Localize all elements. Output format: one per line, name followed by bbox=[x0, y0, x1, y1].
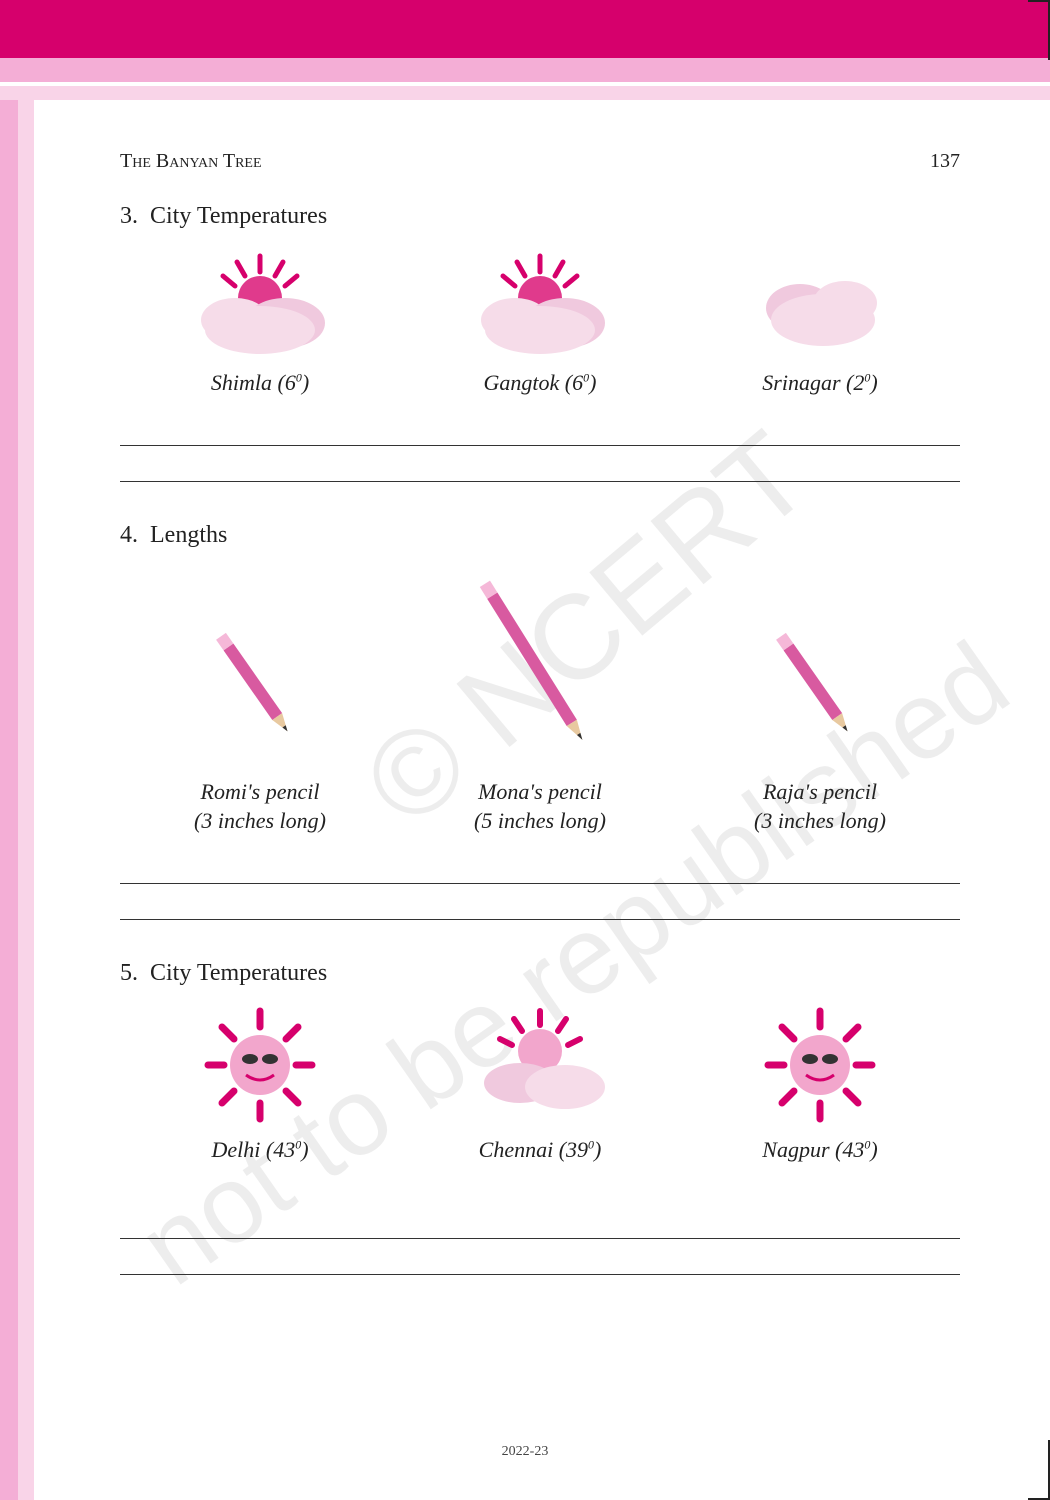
cloud-icon bbox=[735, 248, 905, 358]
pencil-caption: Raja's pencil (3 inches long) bbox=[680, 777, 960, 836]
pencil-caption: Romi's pencil (3 inches long) bbox=[120, 777, 400, 836]
weather-caption: Shimla (60) bbox=[120, 368, 400, 398]
weather-cell: Shimla (60) bbox=[120, 248, 400, 398]
running-header: The Banyan Tree 137 bbox=[120, 150, 960, 173]
weather-cell: Srinagar (20) bbox=[680, 248, 960, 398]
section-5-heading: 5. City Temperatures bbox=[120, 960, 960, 987]
crop-mark-top-right bbox=[1030, 0, 1050, 60]
footer-year: 2022-23 bbox=[0, 1444, 1050, 1460]
answer-line[interactable] bbox=[120, 452, 960, 482]
header-band-dark bbox=[0, 0, 1050, 58]
weather-caption: Gangtok (60) bbox=[400, 368, 680, 398]
section-3-heading: 3. City Temperatures bbox=[120, 203, 960, 230]
weather-caption: Nagpur (430) bbox=[680, 1135, 960, 1165]
book-title: The Banyan Tree bbox=[120, 150, 262, 173]
answer-line[interactable] bbox=[120, 416, 960, 446]
pencil-short-icon bbox=[190, 597, 330, 767]
header-band-mid bbox=[0, 58, 1050, 82]
weather-caption: Srinagar (20) bbox=[680, 368, 960, 398]
answer-line[interactable] bbox=[120, 854, 960, 884]
section-4-heading: 4. Lengths bbox=[120, 522, 960, 549]
header-band-light bbox=[0, 86, 1050, 100]
section-4-row: Romi's pencil (3 inches long) Mona's pen… bbox=[120, 567, 960, 836]
section-5-row: Delhi (430) Chennai (390) bbox=[120, 1005, 960, 1165]
pencil-short-icon bbox=[750, 597, 890, 767]
answer-line[interactable] bbox=[120, 890, 960, 920]
pencil-caption: Mona's pencil (5 inches long) bbox=[400, 777, 680, 836]
weather-caption: Chennai (390) bbox=[400, 1135, 680, 1165]
answer-line[interactable] bbox=[120, 1209, 960, 1239]
section-3-row: Shimla (60) Gangtok (60) bbox=[120, 248, 960, 398]
sun-behind-cloud-icon bbox=[175, 248, 345, 358]
weather-cell: Chennai (390) bbox=[400, 1005, 680, 1165]
hot-sun-icon bbox=[750, 1005, 890, 1125]
sun-behind-cloud-icon bbox=[455, 248, 625, 358]
hot-sun-icon bbox=[190, 1005, 330, 1125]
left-margin-stripe-inner bbox=[0, 100, 18, 1500]
sun-and-cloud-icon bbox=[460, 1005, 620, 1125]
weather-cell: Gangtok (60) bbox=[400, 248, 680, 398]
answer-line[interactable] bbox=[120, 1245, 960, 1275]
pencil-cell: Raja's pencil (3 inches long) bbox=[680, 597, 960, 836]
page-content: The Banyan Tree 137 3. City Temperatures… bbox=[120, 150, 960, 1281]
weather-cell: Nagpur (430) bbox=[680, 1005, 960, 1165]
weather-caption: Delhi (430) bbox=[120, 1135, 400, 1165]
pencil-long-icon bbox=[460, 567, 620, 767]
weather-cell: Delhi (430) bbox=[120, 1005, 400, 1165]
page-number: 137 bbox=[930, 150, 960, 173]
pencil-cell: Mona's pencil (5 inches long) bbox=[400, 567, 680, 836]
pencil-cell: Romi's pencil (3 inches long) bbox=[120, 597, 400, 836]
